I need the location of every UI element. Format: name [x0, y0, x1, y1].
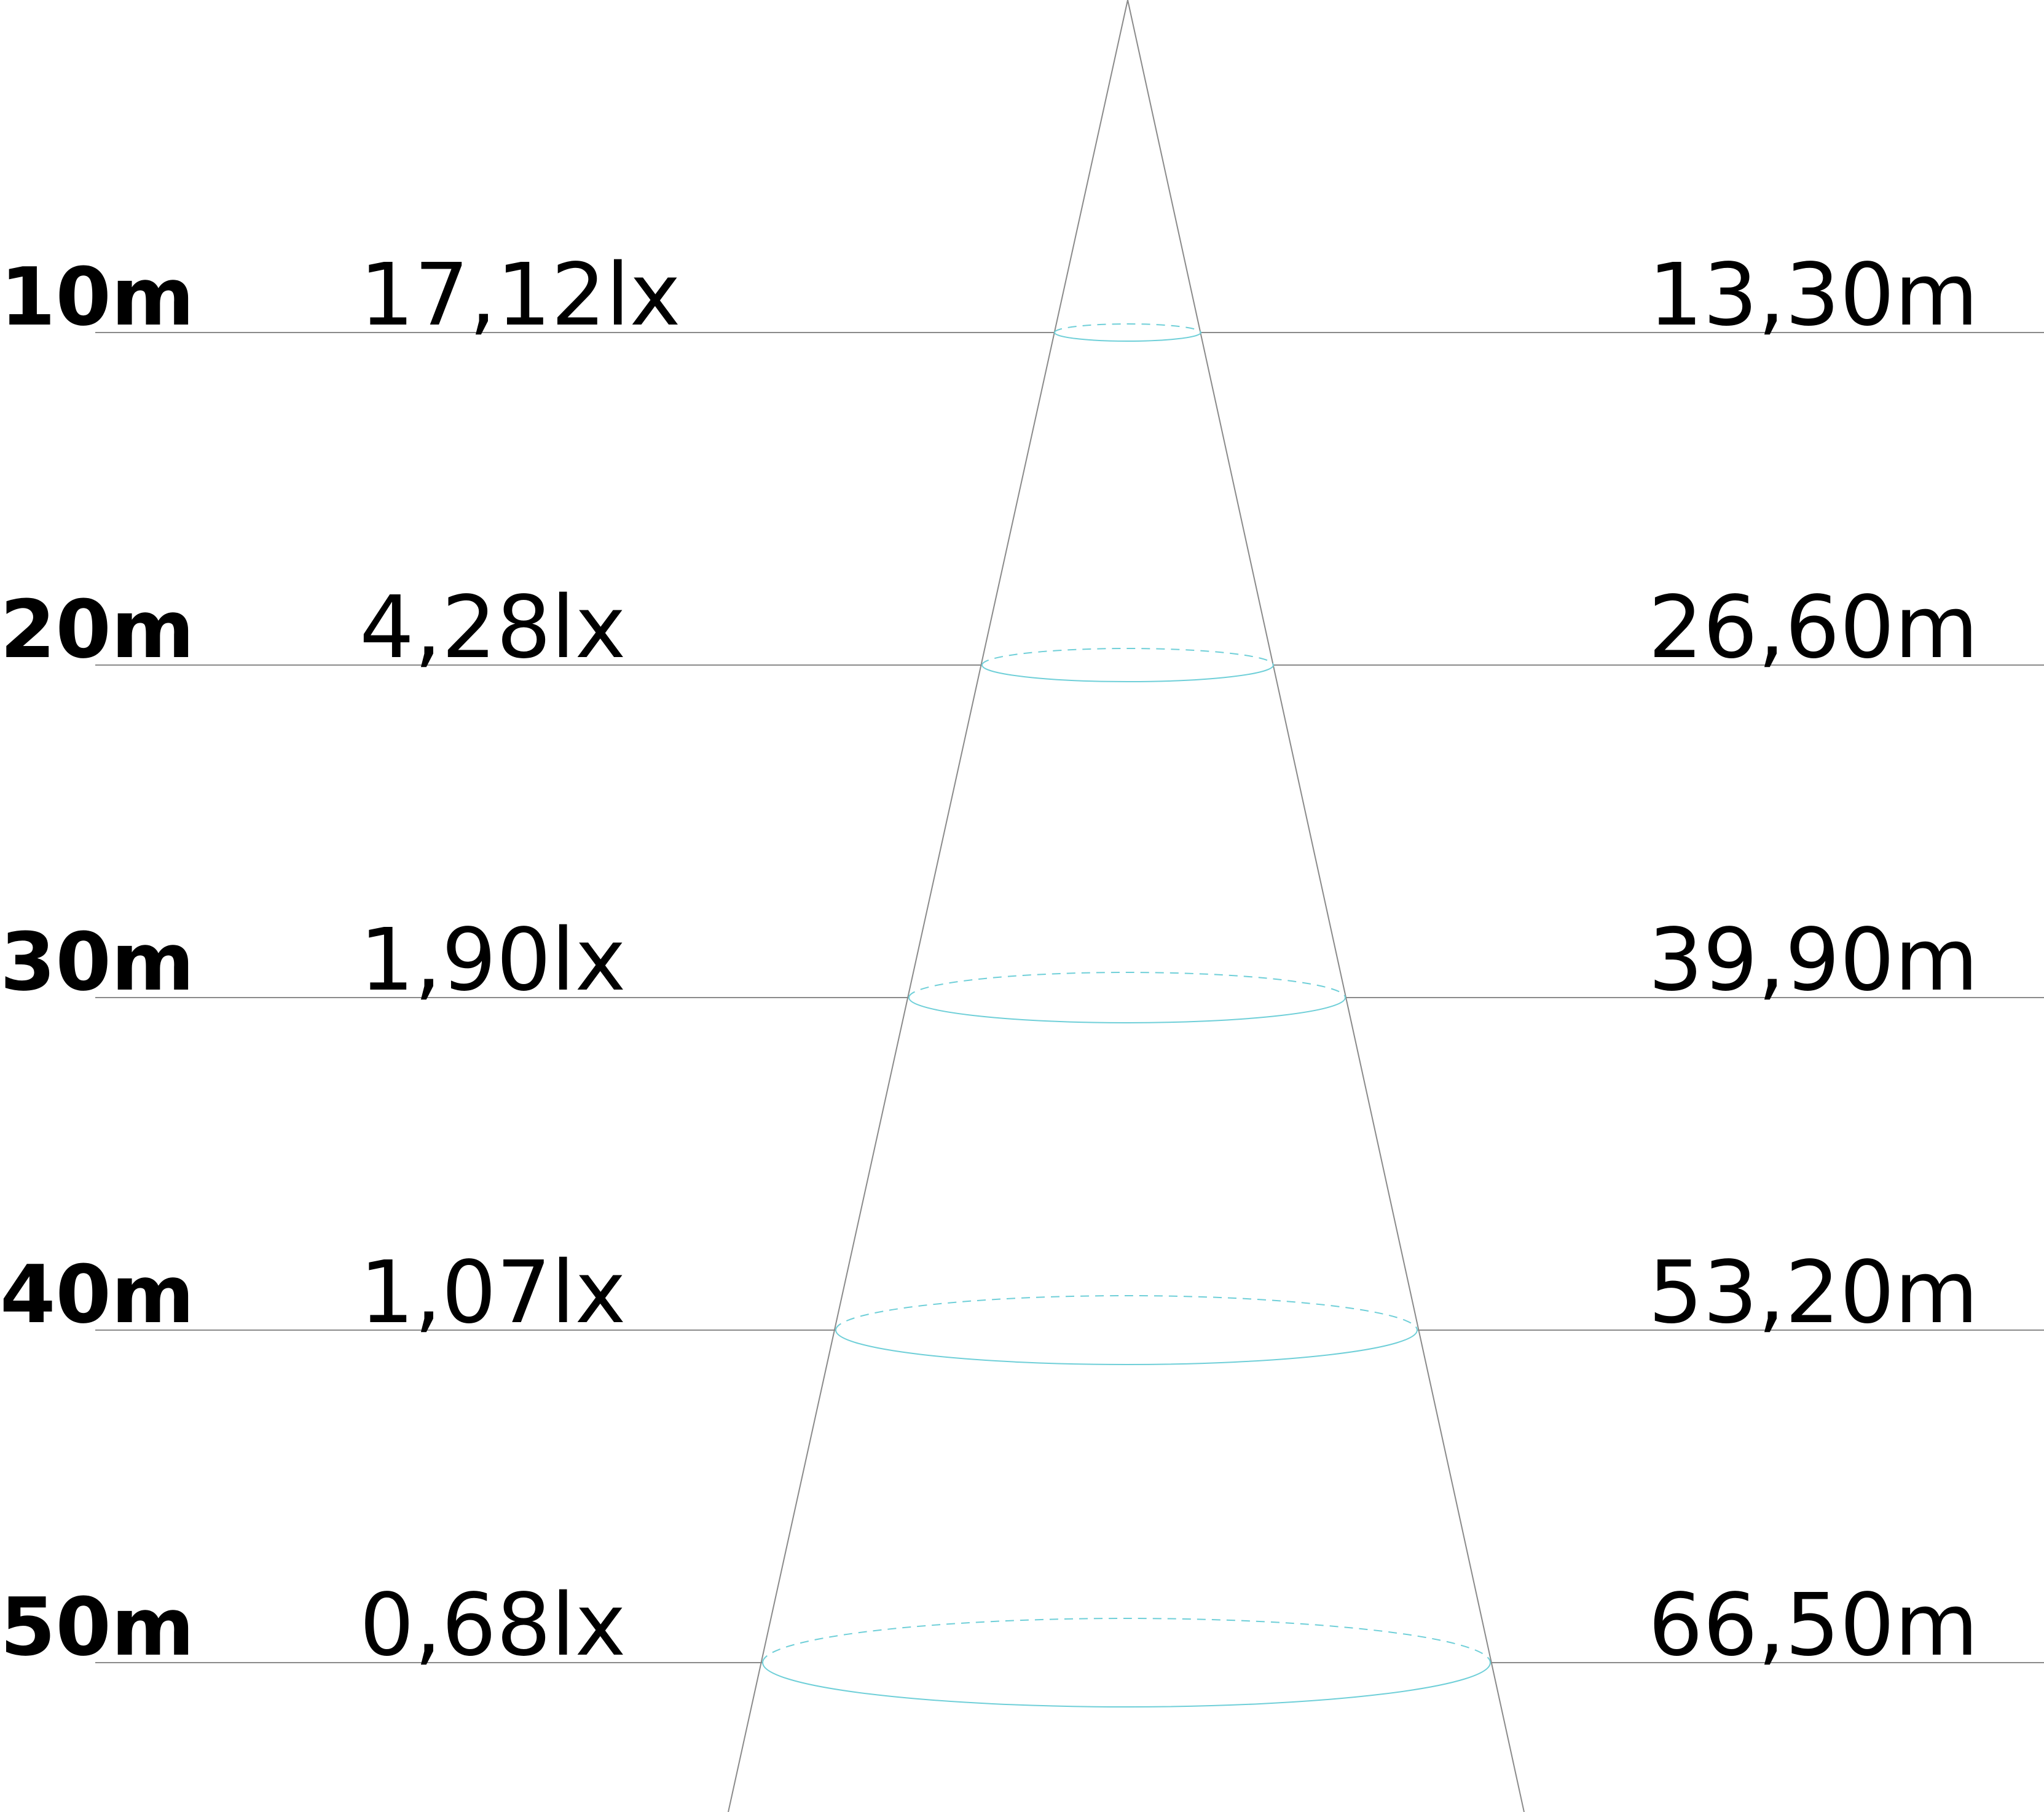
- distance-label: 20m: [0, 583, 194, 676]
- illuminance-label: 17,12lx: [360, 245, 681, 345]
- level-30m: 30m 1,90lx 39,90m: [0, 910, 2044, 1023]
- illuminance-label: 1,90lx: [360, 910, 626, 1010]
- illuminance-label: 1,07lx: [360, 1243, 626, 1343]
- beam-ellipse-front: [908, 997, 1346, 1023]
- beam-ellipse-back: [835, 1295, 1418, 1331]
- beam-ellipse-back: [981, 648, 1274, 666]
- beam-ellipse-back: [762, 1618, 1491, 1663]
- diameter-label: 66,50m: [1648, 1575, 1978, 1676]
- beam-ellipse-front: [762, 1662, 1491, 1708]
- diameter-label: 26,60m: [1648, 578, 1978, 678]
- level-40m: 40m 1,07lx 53,20m: [0, 1243, 2044, 1365]
- beam-ellipse-back: [1054, 323, 1201, 333]
- beam-ellipse-front: [981, 664, 1274, 682]
- beam-ellipse-front: [1054, 332, 1201, 342]
- level-50m: 50m 0,68lx 66,50m: [0, 1575, 2044, 1708]
- distance-label: 50m: [0, 1580, 194, 1674]
- diameter-label: 53,20m: [1648, 1243, 1978, 1343]
- distance-label: 10m: [0, 250, 194, 344]
- cone-edge-left: [728, 0, 1128, 1812]
- distance-label: 40m: [0, 1248, 194, 1341]
- diameter-label: 39,90m: [1648, 910, 1978, 1010]
- level-10m: 10m 17,12lx 13,30m: [0, 245, 2044, 345]
- distance-label: 30m: [0, 915, 194, 1009]
- beam-ellipse-front: [835, 1329, 1418, 1365]
- illuminance-label: 4,28lx: [360, 578, 626, 678]
- level-20m: 20m 4,28lx 26,60m: [0, 578, 2044, 682]
- diameter-label: 13,30m: [1648, 245, 1978, 345]
- beam-ellipse-back: [908, 972, 1346, 998]
- cone-edge-right: [1127, 0, 1525, 1812]
- illuminance-label: 0,68lx: [360, 1575, 626, 1676]
